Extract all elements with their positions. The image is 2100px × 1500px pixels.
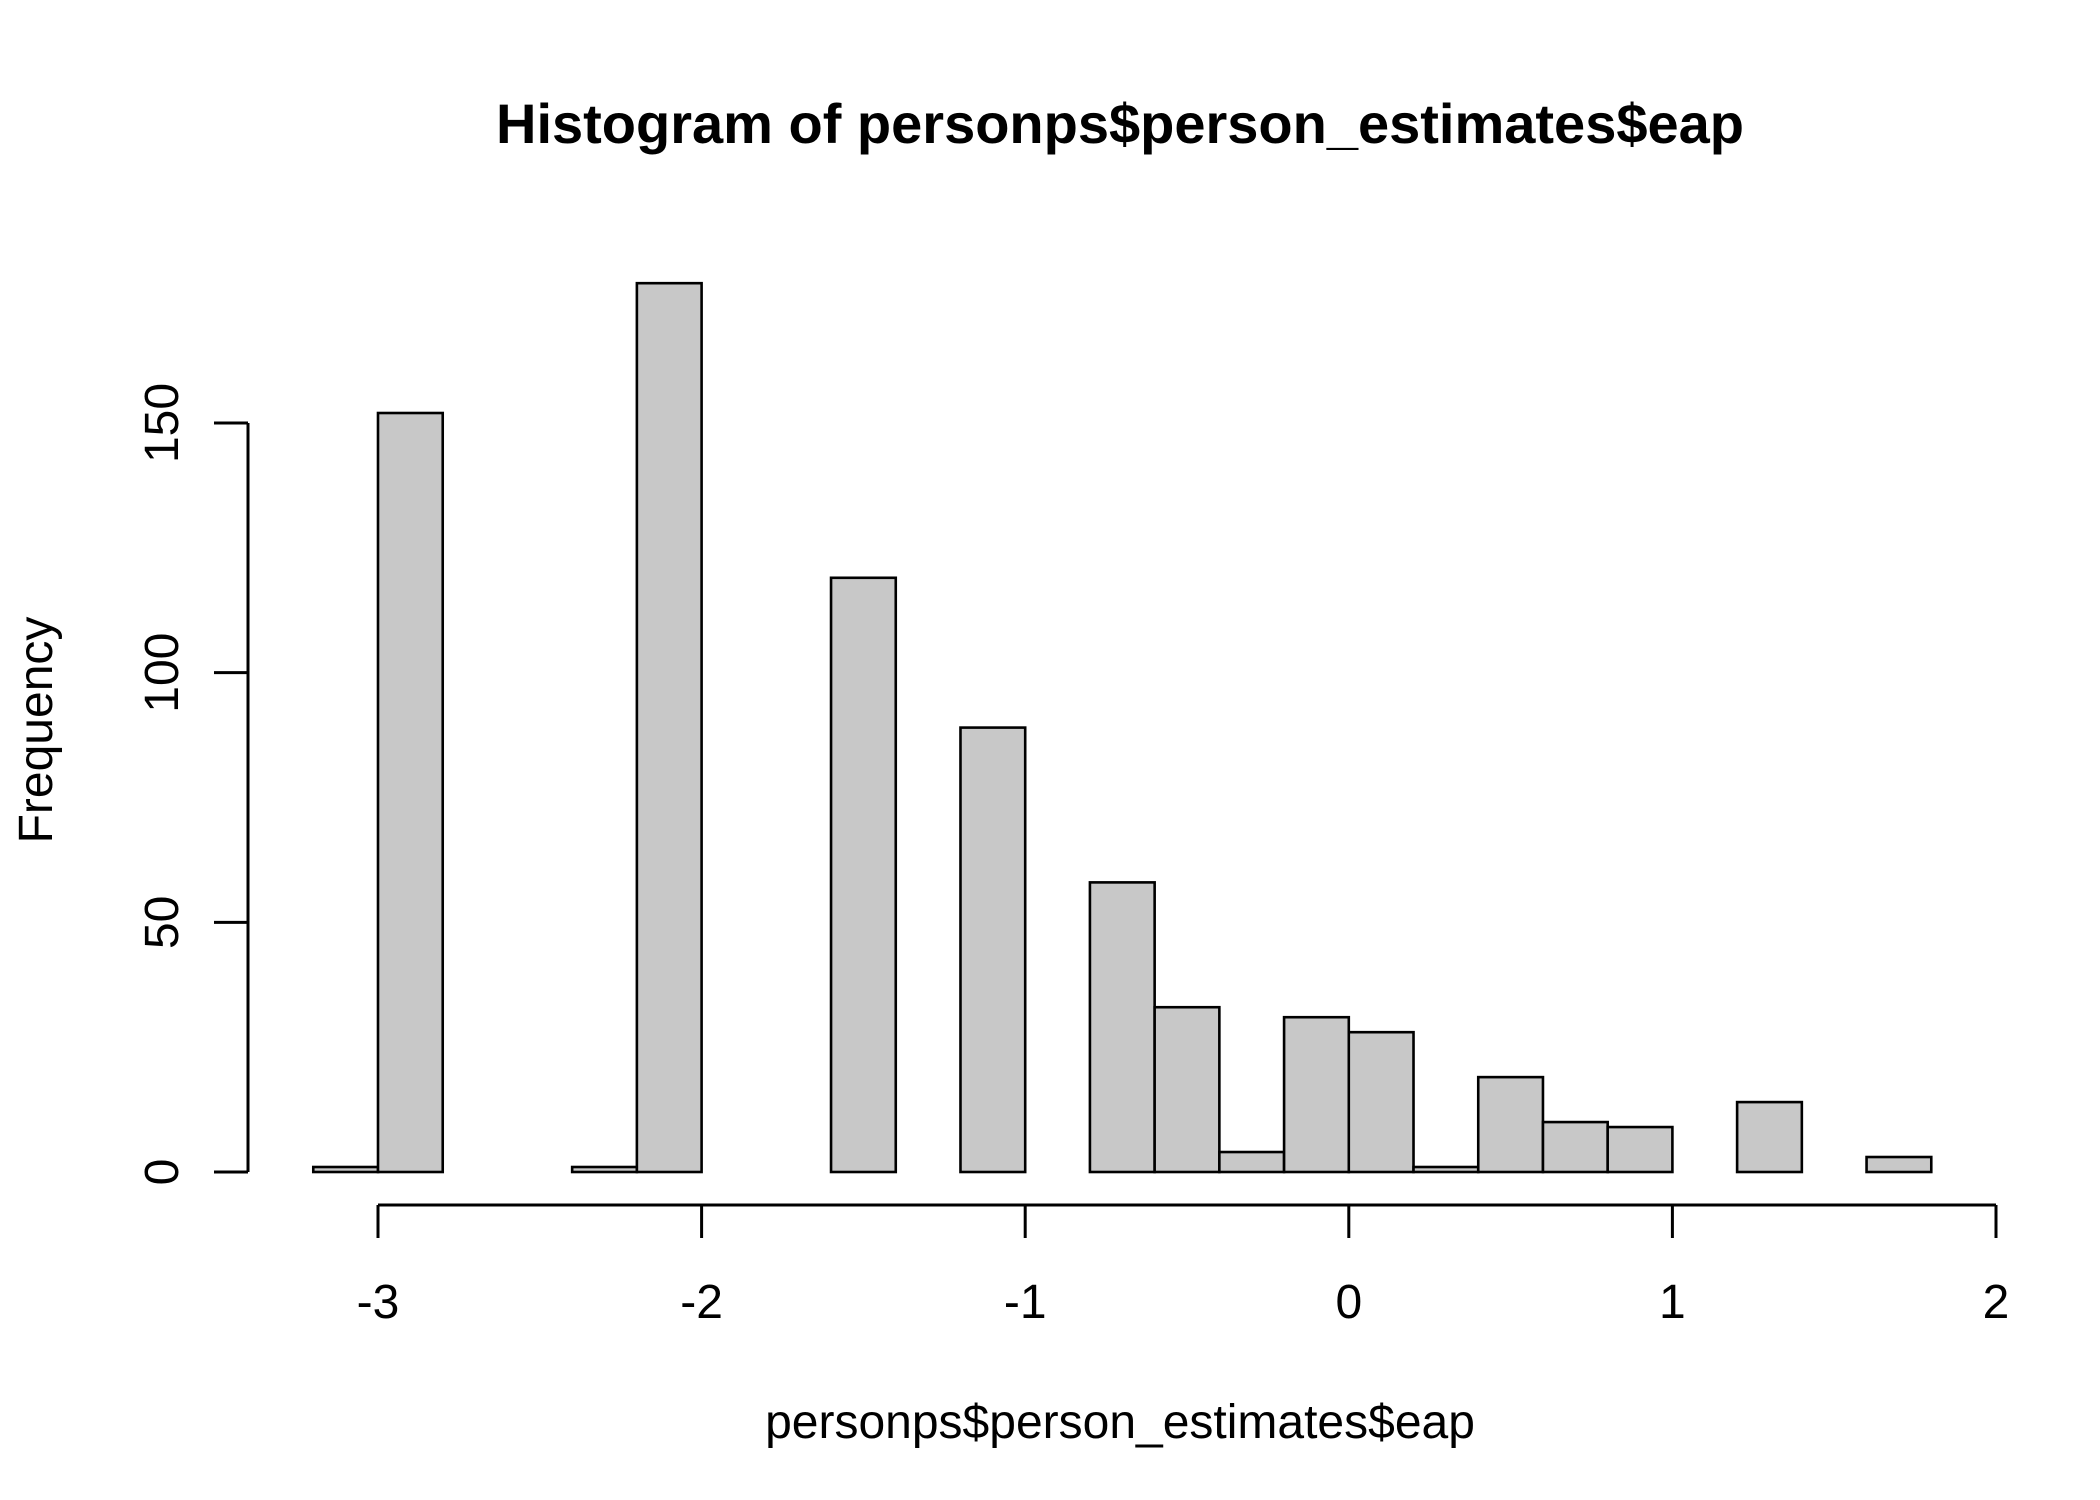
histogram-bar (1606, 1125, 1674, 1174)
y-axis-label: Frequency (10, 617, 63, 844)
y-axis: 0 50 100 150 (136, 383, 250, 1186)
y-tick-label: 100 (136, 633, 189, 713)
histogram-bar (1735, 1100, 1804, 1174)
x-tick-label: -1 (1004, 1276, 1047, 1329)
x-axis: -3 -2 -1 0 1 2 (357, 1203, 2010, 1329)
histogram-bars (311, 281, 1933, 1174)
histogram-bar (1347, 1030, 1415, 1174)
histogram-bar (570, 1165, 639, 1174)
y-tick-label: 50 (136, 896, 189, 949)
y-tick-label: 0 (136, 1159, 189, 1186)
histogram-bar (1412, 1165, 1480, 1174)
histogram-bar (1865, 1155, 1933, 1174)
y-tick-label: 150 (136, 383, 189, 463)
histogram-bar (1282, 1015, 1351, 1174)
histogram-bar (829, 576, 898, 1174)
histogram-bar (1541, 1120, 1609, 1174)
x-axis-label: personps$person_estimates$eap (765, 1396, 1475, 1449)
histogram-bar (311, 1165, 380, 1174)
histogram-bar (1218, 1150, 1286, 1174)
histogram-bar (959, 726, 1027, 1174)
histogram-bar (1088, 881, 1156, 1174)
histogram-bar (1476, 1075, 1545, 1174)
x-tick-label: 1 (1659, 1276, 1686, 1329)
chart-title: Histogram of personps$person_estimates$e… (496, 92, 1744, 155)
x-tick-label: 2 (1983, 1276, 2010, 1329)
histogram-bar (1153, 1005, 1221, 1174)
histogram-bar (635, 281, 703, 1174)
x-tick-label: -2 (680, 1276, 723, 1329)
x-tick-label: -3 (357, 1276, 400, 1329)
x-tick-label: 0 (1335, 1276, 1362, 1329)
histogram-bar (376, 411, 445, 1174)
